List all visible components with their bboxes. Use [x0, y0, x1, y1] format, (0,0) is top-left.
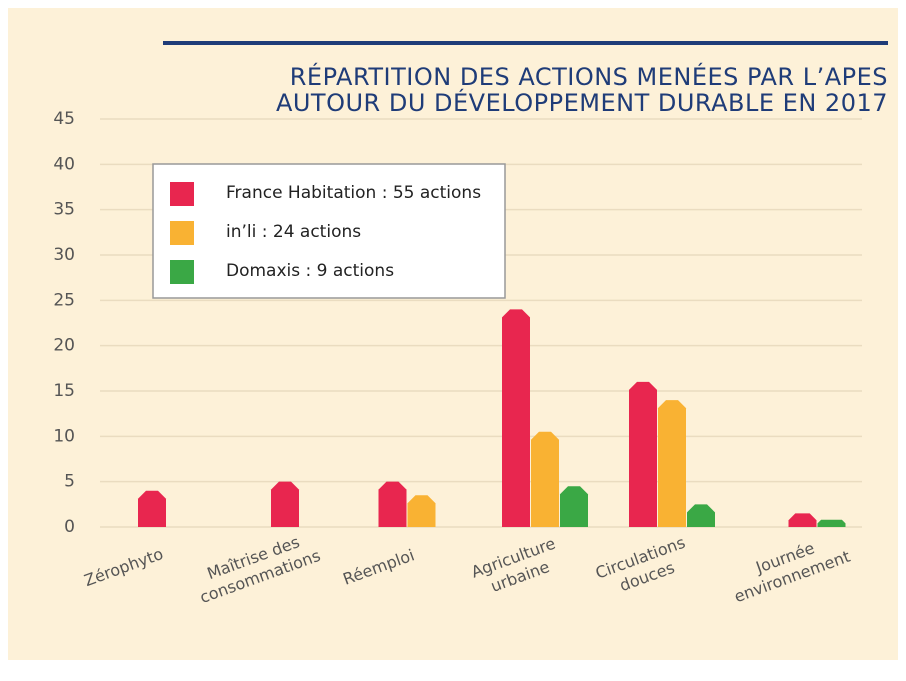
- y-tick-label: 0: [64, 517, 75, 537]
- y-tick-label: 40: [53, 154, 75, 174]
- legend-box: [152, 163, 506, 299]
- legend-swatch: [170, 260, 194, 284]
- legend-label: in’li : 24 actions: [226, 222, 361, 242]
- chart-title: RÉPARTITION DES ACTIONS MENÉES PAR L’APE…: [290, 62, 888, 91]
- legend-swatch: [170, 182, 194, 206]
- legend-label: France Habitation : 55 actions: [226, 183, 481, 203]
- legend-label: Domaxis : 9 actions: [226, 261, 394, 281]
- bar: [502, 309, 530, 527]
- bar: [138, 490, 166, 527]
- y-tick-label: 5: [64, 472, 75, 492]
- bar: [687, 504, 715, 527]
- bar: [560, 486, 588, 527]
- y-tick-label: 35: [53, 200, 75, 220]
- bar: [407, 495, 436, 527]
- bar: [271, 481, 299, 527]
- chart-title: AUTOUR DU DÉVELOPPEMENT DURABLE EN 2017: [276, 88, 888, 117]
- y-tick-label: 10: [53, 426, 75, 446]
- bar: [378, 481, 407, 527]
- background: [8, 8, 898, 660]
- legend-swatch: [170, 221, 194, 245]
- bar: [531, 431, 559, 527]
- bar: [817, 519, 846, 527]
- y-tick-label: 45: [53, 109, 75, 129]
- bar: [629, 381, 657, 527]
- y-tick-label: 20: [53, 336, 75, 356]
- y-tick-label: 30: [53, 245, 75, 265]
- y-tick-label: 25: [53, 290, 75, 310]
- y-tick-label: 15: [53, 381, 75, 401]
- bar: [658, 400, 686, 527]
- bar: [788, 513, 817, 527]
